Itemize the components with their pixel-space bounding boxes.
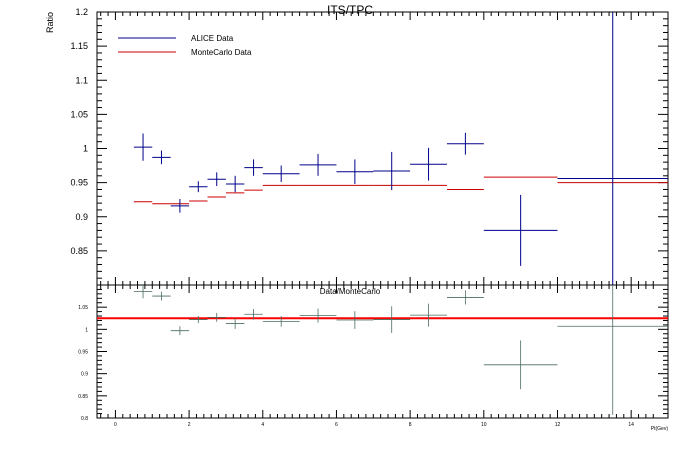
alice-data-point — [410, 147, 447, 181]
lower-plot-title: Data/MonteCarlo — [320, 287, 381, 296]
x-tick-label: 8 — [409, 422, 412, 428]
alice-data-point — [557, 12, 668, 285]
data-mc-point — [483, 340, 558, 390]
y-tick-label: 0.85 — [70, 246, 88, 256]
data-mc-plot-frame: 1.05 1 0.95 0.9 0.85 0.8 0 2 4 6 8 10 12 14 — [78, 284, 669, 428]
x-tick-label: 12 — [555, 422, 561, 428]
chart-title: ITS/TPC — [327, 3, 373, 17]
y-tick-label: 1.2 — [75, 7, 88, 17]
data-mc-point — [133, 285, 153, 299]
y-tick-label: 0.95 — [70, 178, 88, 188]
data-mc-point — [557, 285, 668, 415]
data-mc-plot-border — [96, 284, 669, 419]
data-mc-point — [336, 311, 374, 329]
legend: ALICE Data MonteCarlo Data — [118, 34, 252, 57]
x-tick-label: 6 — [335, 422, 338, 428]
alice-data-point — [244, 159, 263, 176]
y-tick-label: 1.05 — [78, 305, 88, 311]
alice-data-point — [189, 181, 208, 193]
data-mc-point — [410, 303, 447, 327]
alice-data-point — [483, 194, 558, 266]
data-mc-point — [189, 316, 208, 324]
alice-data-point — [299, 153, 337, 176]
alice-data-point — [152, 150, 171, 165]
data-mc-point — [446, 290, 484, 305]
y-tick-label: 1.1 — [75, 75, 88, 85]
y-tick-label: 1 — [85, 327, 88, 333]
data-mc-plot-marks — [97, 285, 668, 415]
y-tick-label: 0.8 — [81, 416, 88, 422]
data-mc-point — [207, 312, 226, 322]
ratio-plot-frame: 1.2 1.15 1.1 1.05 1 0.95 0.9 0.85 — [70, 7, 669, 286]
alice-data-point — [225, 175, 245, 193]
y-tick-label: 1 — [83, 144, 88, 154]
y-tick-label: 0.9 — [81, 372, 88, 378]
alice-data-point — [336, 159, 374, 184]
alice-data-point — [373, 151, 411, 191]
x-tick-label: 4 — [261, 422, 264, 428]
x-tick-label: 2 — [188, 422, 191, 428]
data-mc-point — [170, 326, 190, 336]
legend-label-alice: ALICE Data — [191, 34, 234, 43]
y-tick-label: 1.15 — [70, 41, 88, 51]
y-tick-label: 0.85 — [78, 394, 88, 400]
alice-data-point — [262, 165, 300, 182]
data-mc-point — [373, 306, 411, 333]
alice-data-point — [170, 199, 190, 213]
y-tick-label: 1.05 — [70, 109, 88, 119]
data-mc-point — [152, 291, 171, 301]
y-tick-label: 0.9 — [75, 212, 88, 222]
data-mc-point — [225, 318, 245, 329]
data-mc-point — [262, 316, 300, 327]
ratio-plot-border — [96, 11, 669, 286]
y-tick-label: 0.95 — [78, 350, 88, 356]
data-mc-point — [299, 308, 337, 323]
legend-label-montecarlo: MonteCarlo Data — [191, 48, 252, 57]
data-mc-point — [244, 308, 263, 320]
x-axis-label: Pt(Gev) — [651, 426, 669, 432]
x-tick-label: 0 — [114, 422, 117, 428]
alice-data-point — [446, 132, 484, 155]
y-axis-label: Ratio — [45, 12, 55, 33]
x-tick-label: 14 — [628, 422, 634, 428]
alice-data-point — [207, 172, 226, 187]
x-tick-label: 10 — [481, 422, 487, 428]
ratio-plot-marks — [133, 12, 668, 285]
alice-data-point — [133, 133, 153, 161]
